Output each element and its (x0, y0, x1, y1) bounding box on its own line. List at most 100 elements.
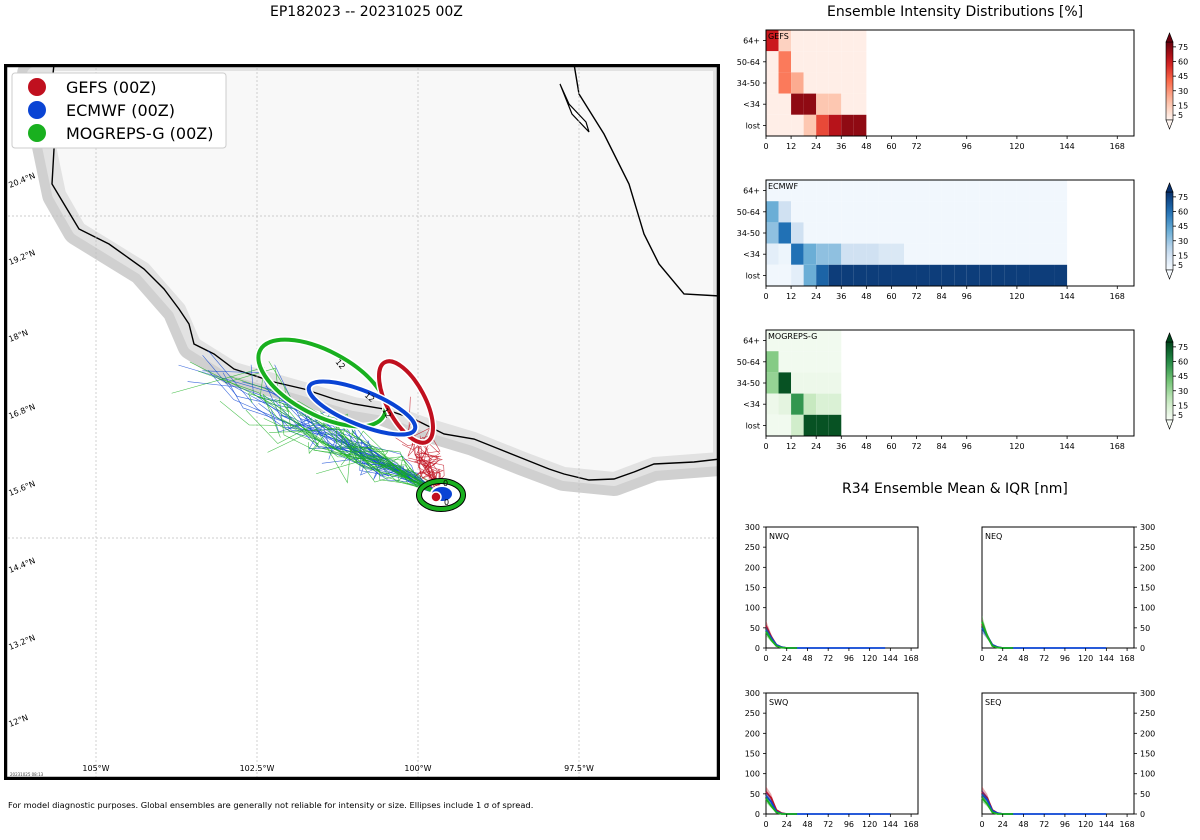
heatmap-cell (841, 222, 854, 244)
heatmap-cell (929, 201, 942, 223)
colorbar (1165, 341, 1174, 421)
heatmap-cell (828, 351, 842, 373)
heatmap-cell (828, 372, 842, 394)
heatmap-cell (828, 180, 842, 202)
r34-ytick: 0 (755, 644, 760, 653)
heatmap-cell (778, 72, 792, 94)
heatmap-cell (766, 330, 779, 352)
heatmap-cell (853, 222, 867, 244)
heatmap-cell (791, 330, 804, 352)
heatmap-label: MOGREPS-G (768, 332, 817, 341)
colorbar-tick: 15 (1178, 251, 1188, 260)
r34-ytick: 100 (745, 770, 760, 779)
heatmap-cell (778, 264, 792, 286)
heatmap-cell (766, 93, 779, 115)
heatmap-cell (816, 351, 829, 373)
colorbar (1165, 41, 1174, 121)
heatmap-cell (766, 51, 779, 73)
heatmap-xtick: 96 (962, 142, 972, 151)
heatmap-cell (991, 243, 1005, 265)
heatmap-cell (891, 222, 904, 244)
heatmap-cell (853, 114, 867, 136)
r34-ytick: 0 (1140, 810, 1145, 819)
heatmap-cell (791, 351, 804, 373)
heatmap-cell (778, 330, 792, 352)
colorbar-tick: 75 (1178, 343, 1188, 352)
heatmap-ytick: lost (746, 271, 760, 280)
colorbar-tick: 30 (1178, 387, 1188, 396)
heatmap-cell (766, 180, 779, 202)
ensemble-tracks (171, 349, 446, 496)
heatmap-cell (966, 264, 980, 286)
heatmap-xtick: 120 (1009, 442, 1024, 451)
heatmap-cell (791, 222, 804, 244)
legend-marker-ecmwf (28, 101, 46, 119)
peninsula-coast (559, 83, 590, 133)
heatmap-cell (828, 93, 842, 115)
gefs-ellipse-0h (430, 491, 442, 503)
heatmap-cell (841, 114, 854, 136)
heatmap-cell (816, 201, 829, 223)
ecmwf-ellipse-12h-line (306, 379, 418, 437)
heatmap-cell (841, 93, 854, 115)
r34-xtick: 120 (1078, 654, 1093, 663)
r34-ytick: 200 (1140, 729, 1155, 738)
page-title: EP182023 -- 20231025 00Z (270, 4, 463, 20)
r34-ytick: 300 (1140, 523, 1155, 532)
heatmap-cell (841, 201, 854, 223)
lon-label: 105°W (82, 764, 109, 773)
r34-xtick: 48 (1018, 820, 1028, 829)
heatmap-cell (853, 51, 867, 73)
heatmap-cell (966, 222, 980, 244)
heatmap-cell (816, 222, 829, 244)
heatmap-cell (979, 222, 992, 244)
heatmap-cell (778, 51, 792, 73)
heatmap-cell (766, 72, 779, 94)
heatmap-cell (803, 351, 817, 373)
heatmap-cell (979, 243, 992, 265)
heatmap-cell (991, 180, 1005, 202)
r34-xtick: 24 (782, 654, 792, 663)
heatmap-xtick: 72 (911, 142, 921, 151)
heatmap-ytick: 34-50 (737, 79, 760, 88)
heatmap-cell (1042, 264, 1055, 286)
heatmap-cell (816, 51, 829, 73)
legend-marker-mogreps (28, 124, 46, 142)
heatmap-ytick: 34-50 (737, 379, 760, 388)
heatmap-cell (816, 30, 829, 52)
heatmap-cell (891, 243, 904, 265)
heatmap-cell (991, 264, 1005, 286)
r34-xtick: 168 (1119, 820, 1134, 829)
heatmap-xtick: 24 (811, 292, 821, 301)
track-line (224, 367, 442, 496)
heatmap-cell (816, 264, 829, 286)
colorbar-tick: 15 (1178, 401, 1188, 410)
heatmap-xtick: 48 (861, 142, 871, 151)
heatmap-cell (929, 264, 942, 286)
heatmap-cell (791, 243, 804, 265)
map-gridlines (4, 64, 720, 780)
track-line (213, 376, 442, 496)
heatmap-cell (816, 72, 829, 94)
colorbar-tick: 45 (1178, 72, 1188, 81)
heatmap-cell (1042, 201, 1055, 223)
heatmap-cell (1029, 264, 1042, 286)
r34-xtick: 0 (763, 820, 768, 829)
colorbar-arrow-top (1165, 32, 1174, 43)
heatmap-cell (778, 180, 792, 202)
heatmap-cell (1004, 222, 1017, 244)
track-line (401, 442, 442, 496)
ellipse-label-0h: 0 (443, 479, 448, 488)
r34-xtick: 48 (802, 654, 812, 663)
heatmap-cell (1054, 180, 1068, 202)
r34-ytick: 250 (745, 543, 760, 552)
heatmap-cell (929, 180, 942, 202)
track-line (248, 393, 442, 496)
heatmap-cell (1004, 201, 1017, 223)
heatmap-cell (778, 222, 792, 244)
heatmap-cell (916, 222, 930, 244)
heatmap-cell (803, 414, 817, 436)
heatmap-cell (841, 243, 854, 265)
heatmap-xtick: 96 (962, 442, 972, 451)
heatmap-cell (954, 243, 967, 265)
